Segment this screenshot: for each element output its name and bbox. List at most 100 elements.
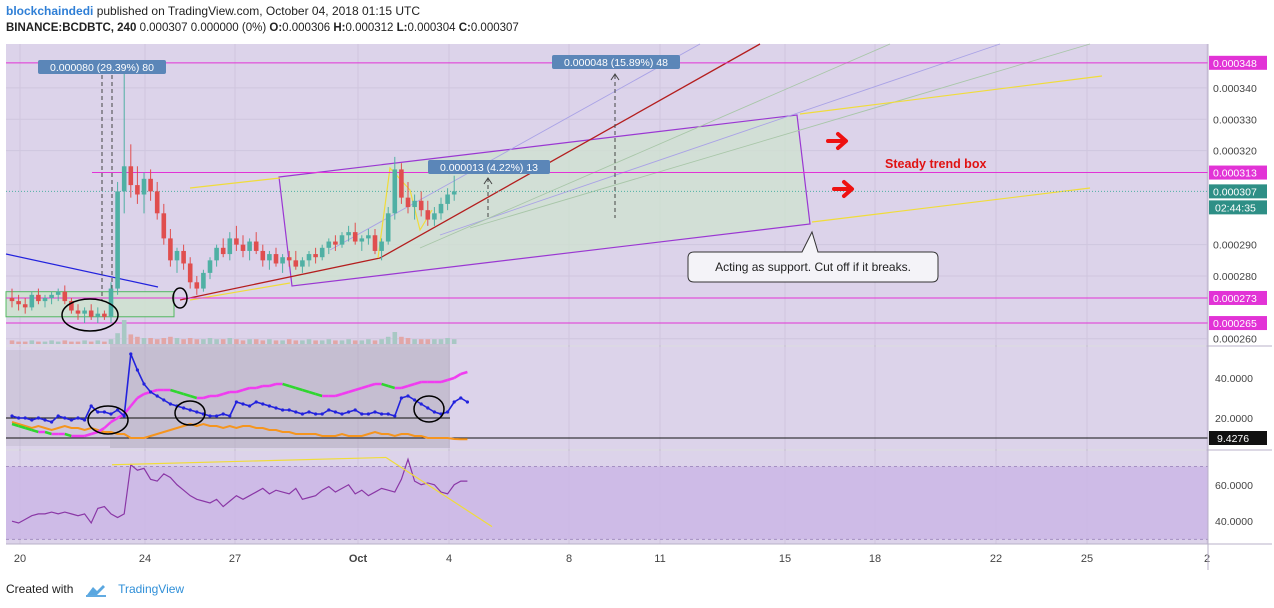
callout-text: Acting as support. Cut off if it breaks. [715,260,911,274]
open-value: 0.000306 [282,22,331,34]
price-level-tag [1209,55,1267,70]
candlestick-series [9,62,457,324]
candle-body [339,235,345,245]
volume-bar [187,338,193,344]
candle-body [280,257,285,264]
dmi-blue-line-point [353,408,357,412]
dmi-blue-line-point [208,414,212,418]
candle-body [69,301,74,311]
candle-body [425,210,431,220]
dmi-blue-line-point [314,412,318,416]
price-level-tag [1209,290,1267,305]
dmi-plus-segment [295,386,303,392]
dmi-plus-segment [170,388,178,394]
dmi-plus-segment [11,422,19,428]
candle-body [260,250,266,261]
candle-body [273,254,279,264]
dmi-blue-line-point [446,410,450,414]
volume-bar [36,341,41,344]
dmi-blue-line-point [10,414,14,418]
oscillator-shade [6,350,110,446]
tradingview-logo-icon[interactable] [85,583,107,597]
candle-body [22,304,28,308]
candle-body [451,191,457,195]
volume-bar [425,339,431,344]
candle-body [234,238,239,245]
dmi-blue-line-point [234,400,238,404]
dmi-blue-line-point [333,410,337,414]
highlight-circle-oscillator [413,395,445,423]
oscillator-tick-label: 20.0000 [1215,413,1253,425]
candle-body [88,310,94,317]
dmi-blue-line-point [300,412,304,416]
dmi-blue-line-point [241,402,245,406]
rsi-tick-label: 40.0000 [1215,516,1253,528]
candle-body [29,294,35,308]
volume-bar [273,340,279,344]
volume-bar [22,341,28,344]
dmi-blue-line-point [168,402,172,406]
dmi-blue-line-point [267,404,271,408]
candle-body [319,247,325,258]
dmi-blue-line-point [465,400,469,404]
candle-body [399,169,404,198]
dmi-blue-line-point [195,410,199,414]
rsi-band [6,466,1208,540]
candle-body [432,213,437,220]
dmi-blue-line-point [281,408,285,412]
last-price: 0.000307 [139,22,188,34]
volume-bar [418,339,424,344]
dmi-blue-line-point [366,412,370,416]
volume-bar [240,340,246,344]
volume-bar [95,340,101,344]
dmi-plus-segment [269,382,277,388]
dmi-plus-segment [176,390,184,396]
volume-bar [267,339,272,344]
volume-bar [174,338,180,344]
candle-body [227,238,233,255]
candle-body [366,235,371,239]
candle-body [16,301,21,305]
dmi-blue-line-point [76,416,80,420]
close-label: C: [458,22,471,34]
dmi-blue-line-point [287,408,291,412]
axes: 0.000340 0.000330 0.000320 0.000290 0.000280… [14,55,1267,565]
dmi-plus-segment [354,386,363,392]
price-tick-label: 0.000340 [1213,83,1257,95]
highlight-circle-main [61,298,119,332]
oscillator-value-tag [1209,431,1267,445]
candle-body [352,232,358,242]
dmi-plus-segment [381,382,389,388]
countdown-tag-text: 02:44:35 [1215,202,1256,214]
publisher-name[interactable]: blockchaindedi [6,4,94,18]
tradingview-brand-link[interactable]: TradingView [118,582,185,596]
range-label-box [552,55,680,69]
dmi-plus-segment [453,372,462,380]
volume-bar [214,339,219,344]
volume-bar [121,320,127,344]
dmi-plus-segment [216,392,224,398]
time-tick-label: 4 [446,553,452,565]
measure-arrowhead [483,177,493,185]
candle-body [267,254,272,261]
dmi-blue-line-point [347,410,351,414]
volume-bar [234,339,239,344]
symbol-label[interactable]: BINANCE:BCDBTC, 240 [6,22,137,34]
dmi-plus-segment [136,392,145,400]
dmi-blue-line-point [116,408,120,412]
adx-orange-line [11,421,468,441]
candle-body [181,250,186,264]
dmi-plus-segment [387,384,396,390]
dmi-plus-segment [97,426,106,434]
last-price-tag-text: 0.000307 [1213,186,1257,198]
dmi-blue-line-point [83,418,87,422]
volume-bar [280,340,285,344]
volume-bar [108,339,114,344]
highlight-circle-oscillator [87,405,129,435]
candle-body [438,203,444,214]
candle-body [372,235,378,251]
candle-body [392,169,398,214]
candle-body [207,260,213,273]
candle-body [82,310,87,314]
